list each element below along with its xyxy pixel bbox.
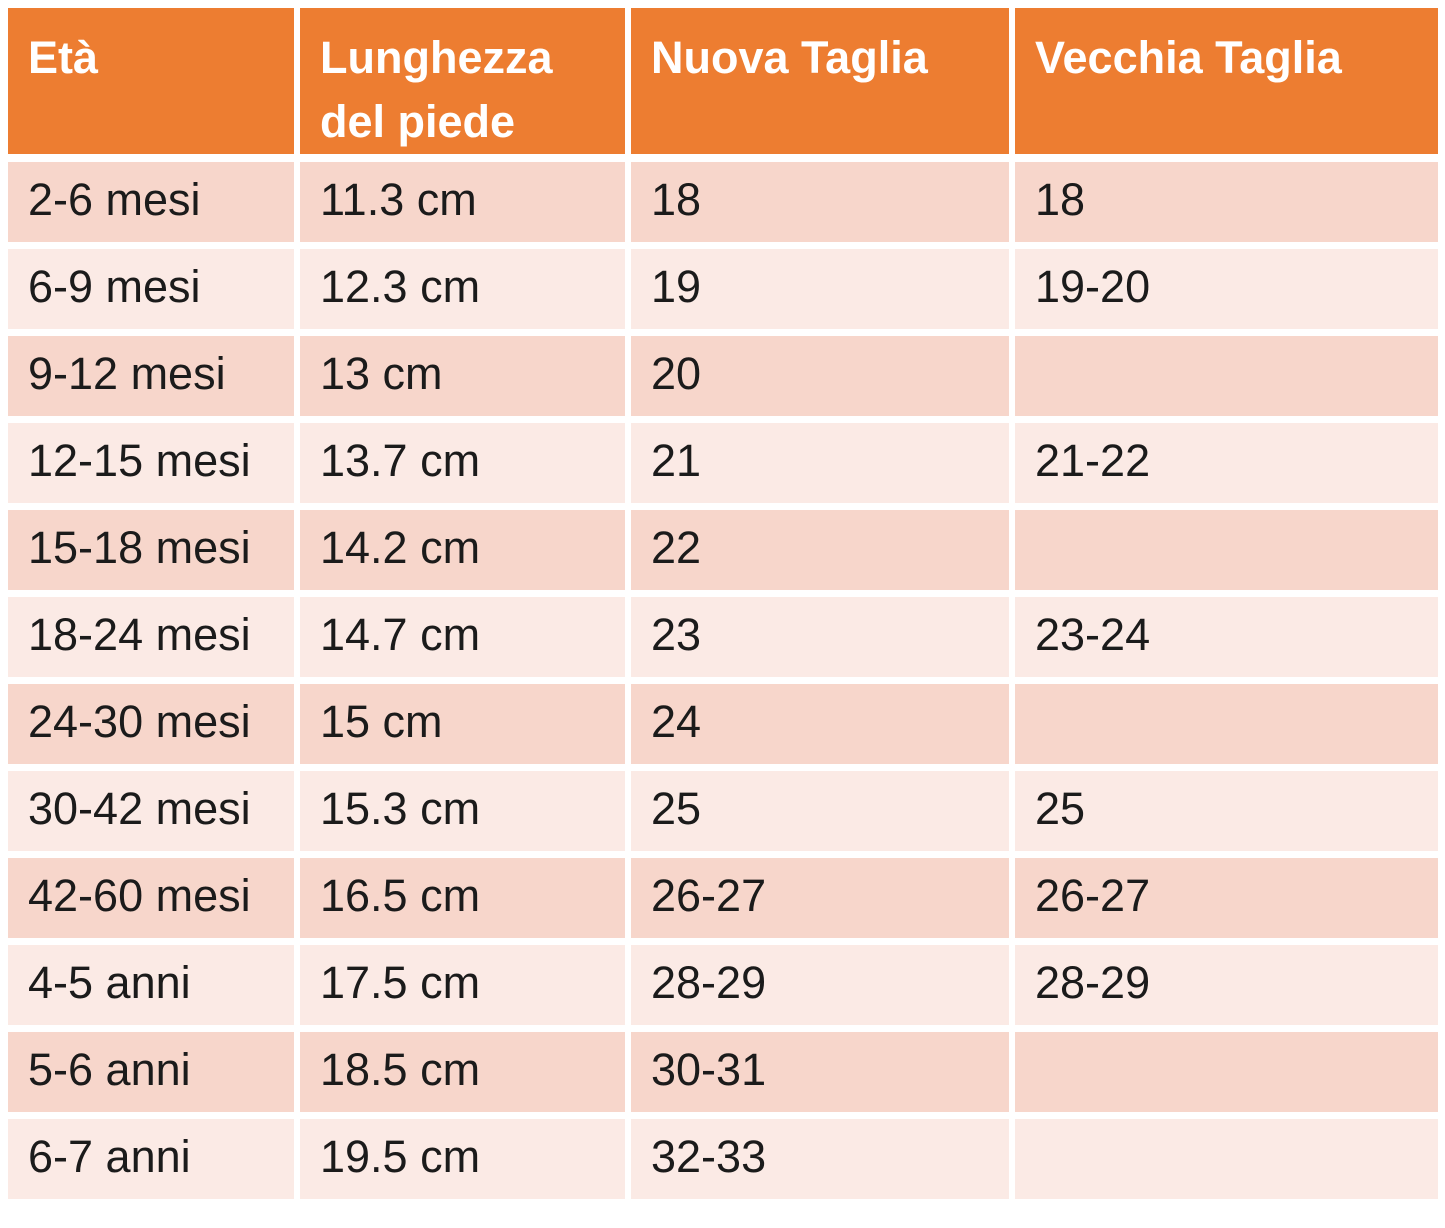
cell-new-size: 18 (631, 161, 1015, 249)
cell-foot-length: 14.2 cm (300, 509, 631, 597)
cell-foot-length: 11.3 cm (300, 161, 631, 249)
cell-old-size (1015, 683, 1438, 771)
column-header-new-size: Nuova Taglia (631, 8, 1015, 162)
cell-new-size: 21 (631, 422, 1015, 510)
cell-old-size: 23-24 (1015, 596, 1438, 684)
column-header-foot-length: Lunghezza del piede (300, 8, 631, 162)
cell-age: 24-30 mesi (8, 683, 300, 771)
column-header-old-size: Vecchia Taglia (1015, 8, 1438, 162)
cell-foot-length: 19.5 cm (300, 1118, 631, 1206)
cell-old-size: 18 (1015, 161, 1438, 249)
cell-old-size: 21-22 (1015, 422, 1438, 510)
cell-new-size: 25 (631, 770, 1015, 858)
cell-foot-length: 15 cm (300, 683, 631, 771)
cell-new-size: 32-33 (631, 1118, 1015, 1206)
table-body: 2-6 mesi 11.3 cm 18 18 6-9 mesi 12.3 cm 19 19-2… (8, 161, 1438, 1206)
table-row: 42-60 mesi 16.5 cm 26-27 26-27 (8, 857, 1438, 945)
table-row: 30-42 mesi 15.3 cm 25 25 (8, 770, 1438, 858)
cell-old-size: 19-20 (1015, 248, 1438, 336)
shoe-size-conversion-table: Età Lunghezza del piede Nuova Taglia Vec… (8, 8, 1438, 1206)
table-row: 4-5 anni 17.5 cm 28-29 28-29 (8, 944, 1438, 1032)
cell-age: 15-18 mesi (8, 509, 300, 597)
table-row: 2-6 mesi 11.3 cm 18 18 (8, 161, 1438, 249)
cell-foot-length: 17.5 cm (300, 944, 631, 1032)
cell-new-size: 20 (631, 335, 1015, 423)
cell-age: 12-15 mesi (8, 422, 300, 510)
cell-old-size (1015, 1031, 1438, 1119)
cell-old-size: 25 (1015, 770, 1438, 858)
table-row: 24-30 mesi 15 cm 24 (8, 683, 1438, 771)
header-row: Età Lunghezza del piede Nuova Taglia Vec… (8, 8, 1438, 162)
column-header-new-size-label: Nuova Taglia (651, 32, 928, 83)
table-row: 15-18 mesi 14.2 cm 22 (8, 509, 1438, 597)
cell-old-size: 28-29 (1015, 944, 1438, 1032)
cell-old-size: 26-27 (1015, 857, 1438, 945)
cell-foot-length: 12.3 cm (300, 248, 631, 336)
cell-new-size: 30-31 (631, 1031, 1015, 1119)
cell-new-size: 26-27 (631, 857, 1015, 945)
table-row: 6-7 anni 19.5 cm 32-33 (8, 1118, 1438, 1206)
cell-old-size (1015, 335, 1438, 423)
column-header-age-label: Età (28, 32, 99, 83)
cell-age: 6-9 mesi (8, 248, 300, 336)
cell-foot-length: 13.7 cm (300, 422, 631, 510)
cell-old-size (1015, 509, 1438, 597)
cell-age: 18-24 mesi (8, 596, 300, 684)
cell-foot-length: 13 cm (300, 335, 631, 423)
cell-age: 5-6 anni (8, 1031, 300, 1119)
cell-age: 4-5 anni (8, 944, 300, 1032)
table-row: 12-15 mesi 13.7 cm 21 21-22 (8, 422, 1438, 510)
cell-foot-length: 18.5 cm (300, 1031, 631, 1119)
cell-new-size: 28-29 (631, 944, 1015, 1032)
cell-new-size: 23 (631, 596, 1015, 684)
cell-old-size (1015, 1118, 1438, 1206)
table-row: 18-24 mesi 14.7 cm 23 23-24 (8, 596, 1438, 684)
cell-foot-length: 16.5 cm (300, 857, 631, 945)
cell-foot-length: 14.7 cm (300, 596, 631, 684)
table-row: 9-12 mesi 13 cm 20 (8, 335, 1438, 423)
table-row: 5-6 anni 18.5 cm 30-31 (8, 1031, 1438, 1119)
cell-foot-length: 15.3 cm (300, 770, 631, 858)
cell-new-size: 24 (631, 683, 1015, 771)
column-header-foot-length-label: Lunghezza del piede (320, 32, 553, 147)
cell-age: 6-7 anni (8, 1118, 300, 1206)
column-header-age: Età (8, 8, 300, 162)
cell-new-size: 22 (631, 509, 1015, 597)
cell-age: 2-6 mesi (8, 161, 300, 249)
cell-age: 42-60 mesi (8, 857, 300, 945)
column-header-old-size-label: Vecchia Taglia (1035, 32, 1342, 83)
cell-age: 9-12 mesi (8, 335, 300, 423)
table-row: 6-9 mesi 12.3 cm 19 19-20 (8, 248, 1438, 336)
cell-age: 30-42 mesi (8, 770, 300, 858)
cell-new-size: 19 (631, 248, 1015, 336)
